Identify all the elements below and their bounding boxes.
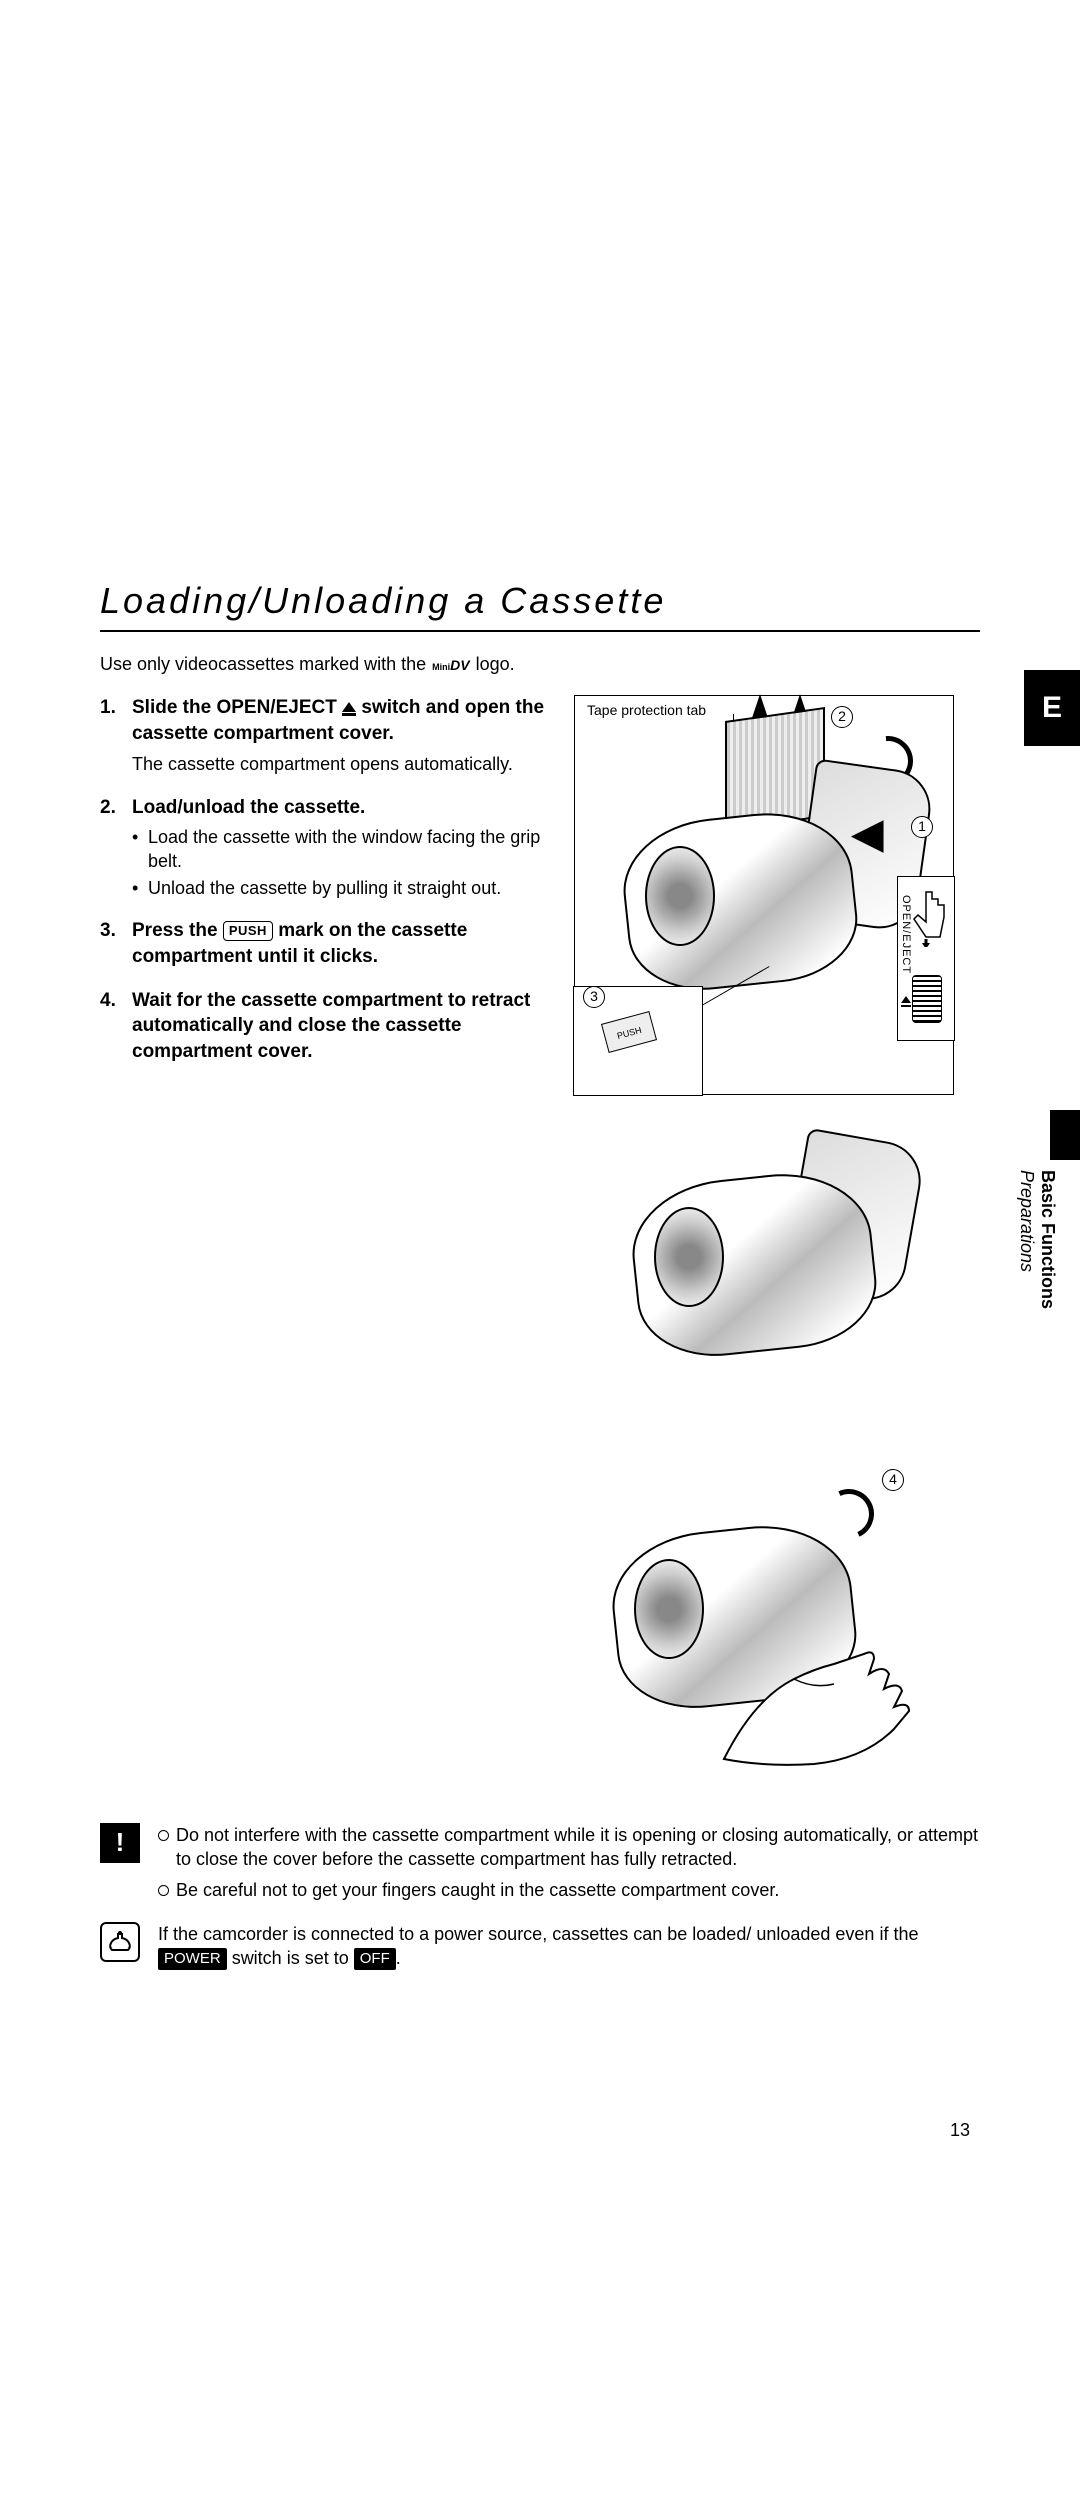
warning-2: Be careful not to get your fingers caugh… [158, 1878, 980, 1902]
circled-1-icon: 1 [911, 816, 933, 838]
lens-ring-icon [634, 1559, 704, 1659]
page-title: Loading/Unloading a Cassette [100, 580, 980, 632]
lens-ring-icon [645, 846, 715, 946]
power-label: POWER [158, 1948, 227, 1970]
step-2: Load/unload the cassette. Load the casse… [100, 795, 560, 901]
steps-list: Slide the OPEN/EJECT switch and open the… [100, 695, 560, 1065]
minidv-dv: DV [450, 657, 469, 673]
side-tab: E [1024, 670, 1080, 746]
eject-mini-icon [901, 995, 911, 1013]
step1-head-a: Slide the OPEN/EJECT [132, 697, 337, 718]
figure-column: Tape protection tab 2 ◀ 1 PUSH 3 OPEN/EJ [574, 695, 980, 1809]
tip-note: If the camcorder is connected to a power… [100, 1922, 980, 1971]
side-basic-functions: Basic Functions [1038, 1170, 1058, 1309]
arrow-curve-icon [817, 1482, 881, 1546]
intro-after: logo. [476, 654, 515, 675]
tape-protection-label: Tape protection tab [585, 702, 708, 718]
intro-before: Use only videocassettes marked with the [100, 654, 426, 675]
tip-icon [100, 1922, 140, 1962]
intro-text: Use only videocassettes marked with the … [100, 654, 980, 675]
minidv-mini: Mini [432, 662, 450, 672]
hand-pointer-icon [906, 887, 948, 952]
step-4: Wait for the cassette compartment to ret… [100, 988, 560, 1065]
switch-diagram: OPEN/EJECT [897, 876, 955, 1041]
circled-4-icon: 4 [882, 1469, 904, 1491]
step4-head: Wait for the cassette compartment to ret… [132, 990, 530, 1062]
tip-mid: switch is set to [232, 1948, 349, 1968]
figure-1: Tape protection tab 2 ◀ 1 PUSH 3 OPEN/EJ [574, 695, 954, 1095]
step2-head: Load/unload the cassette. [132, 797, 365, 818]
off-label: OFF [354, 1948, 396, 1970]
tip-before: If the camcorder is connected to a power… [158, 1924, 918, 1944]
step2-bullet-1: Load the cassette with the window facing… [132, 826, 560, 873]
step-3: Press the PUSH mark on the cassette comp… [100, 918, 560, 969]
side-marker-icon [1050, 1110, 1080, 1160]
inset-push-label: PUSH [601, 1011, 657, 1053]
figure-3: 4 [574, 1439, 954, 1809]
side-section-label: Basic Functions Preparations [1016, 1170, 1058, 1309]
figure-2 [574, 1107, 954, 1427]
lens-ring-icon [654, 1207, 724, 1307]
push-badge: PUSH [223, 921, 273, 941]
slider-switch-icon [912, 975, 942, 1023]
arrow-left-icon: ◀ [852, 811, 883, 857]
tip-text: If the camcorder is connected to a power… [158, 1922, 980, 1971]
minidv-logo: MiniDV [432, 657, 469, 673]
tip-after: . [396, 1948, 401, 1968]
circled-2-icon: 2 [831, 706, 853, 728]
eject-icon [342, 702, 356, 712]
warning-icon: ! [100, 1823, 140, 1863]
step2-bullet-2: Unload the cassette by pulling it straig… [132, 877, 560, 900]
warning-note: ! Do not interfere with the cassette com… [100, 1823, 980, 1908]
page-number: 13 [950, 2120, 970, 2141]
step3-head-a: Press the [132, 920, 218, 941]
side-preparations: Preparations [1017, 1170, 1037, 1272]
step-1: Slide the OPEN/EJECT switch and open the… [100, 695, 560, 777]
step1-sub: The cassette compartment opens automatic… [132, 752, 560, 776]
circled-3-icon: 3 [583, 986, 605, 1008]
hand-closing-icon [714, 1619, 934, 1769]
warning-1: Do not interfere with the cassette compa… [158, 1823, 980, 1872]
